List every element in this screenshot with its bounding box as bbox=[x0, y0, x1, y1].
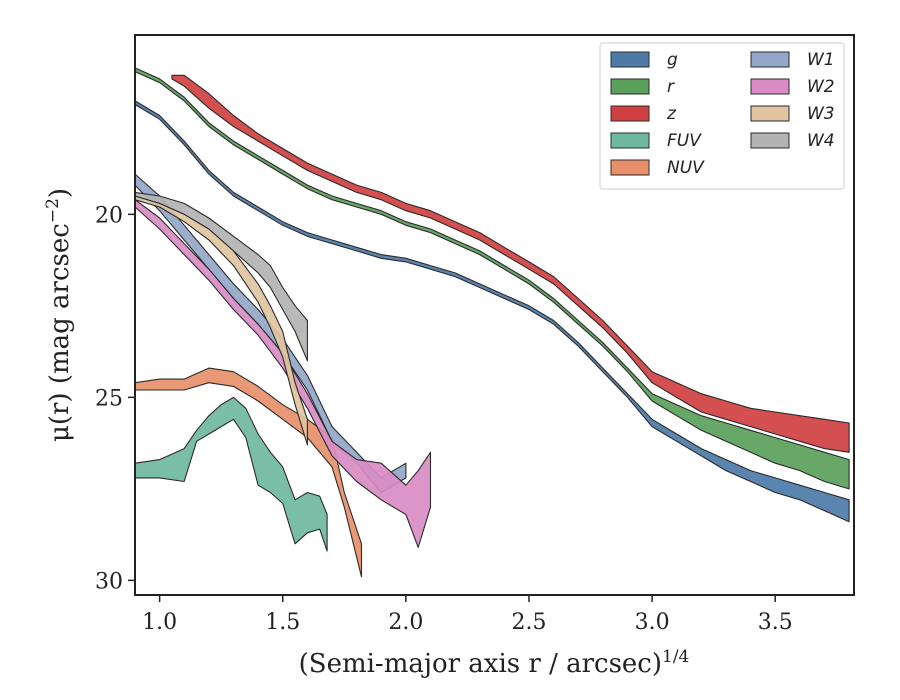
y-tick-label: 30 bbox=[95, 569, 123, 594]
y-tick-label: 25 bbox=[95, 386, 123, 411]
series-band-w1 bbox=[134, 173, 407, 494]
y-axis-title-sup: −2 bbox=[43, 198, 63, 223]
series-band-r bbox=[134, 67, 850, 490]
x-tick-label: 3.5 bbox=[758, 610, 793, 635]
legend-label-g: g bbox=[667, 50, 678, 70]
x-axis-title-sup: 1/4 bbox=[662, 647, 689, 667]
legend-swatch-nuv bbox=[610, 159, 650, 176]
x-tick-label: 3.0 bbox=[635, 610, 670, 635]
legend-label-z: z bbox=[666, 104, 677, 124]
legend-label-r: r bbox=[667, 77, 675, 97]
legend-label-fuv: FUV bbox=[667, 131, 702, 151]
legend-label-w1: W1 bbox=[807, 50, 835, 70]
x-tick-label: 2.0 bbox=[388, 610, 423, 635]
y-axis-ticks: 20 25 30 bbox=[95, 203, 135, 594]
y-tick-label: 20 bbox=[95, 203, 123, 228]
legend-label-w3: W3 bbox=[807, 104, 835, 124]
legend-swatch-z bbox=[610, 105, 650, 122]
legend-swatch-g bbox=[610, 51, 650, 68]
y-axis-title-tail: ) bbox=[45, 188, 75, 198]
x-axis-ticks: 1.0 1.5 2.0 2.5 3.0 3.5 bbox=[142, 595, 793, 635]
legend-label-w2: W2 bbox=[807, 77, 835, 97]
series-band-fuv bbox=[134, 396, 328, 552]
series-band-w4 bbox=[134, 191, 308, 362]
series-band-g bbox=[134, 100, 850, 523]
series-areas bbox=[134, 67, 850, 578]
legend-swatch-w2 bbox=[750, 78, 790, 95]
x-tick-label: 1.0 bbox=[142, 610, 177, 635]
legend: grz FUV NUV W1 W2 W3 W4 bbox=[599, 42, 845, 190]
x-tick-label: 2.5 bbox=[511, 610, 546, 635]
legend-label-w4: W4 bbox=[807, 131, 835, 151]
y-axis-title: μ(r) (mag arcsec−2) bbox=[43, 188, 75, 442]
x-axis-title-main: (Semi-major axis r / arcsec) bbox=[299, 649, 662, 679]
series-band-w2 bbox=[134, 199, 432, 548]
legend-swatch-w3 bbox=[750, 105, 790, 122]
legend-swatch-w1 bbox=[750, 51, 790, 68]
legend-swatch-w4 bbox=[750, 132, 790, 149]
x-axis-title: (Semi-major axis r / arcsec)1/4 bbox=[299, 647, 690, 679]
series-band-z bbox=[171, 74, 850, 453]
y-axis-title-main: μ(r) (mag arcsec bbox=[45, 223, 75, 442]
legend-label-nuv: NUV bbox=[667, 158, 705, 178]
plot-frame bbox=[134, 34, 855, 596]
legend-swatch-r bbox=[610, 78, 650, 95]
x-tick-label: 1.5 bbox=[265, 610, 300, 635]
legend-swatch-fuv bbox=[610, 132, 650, 149]
